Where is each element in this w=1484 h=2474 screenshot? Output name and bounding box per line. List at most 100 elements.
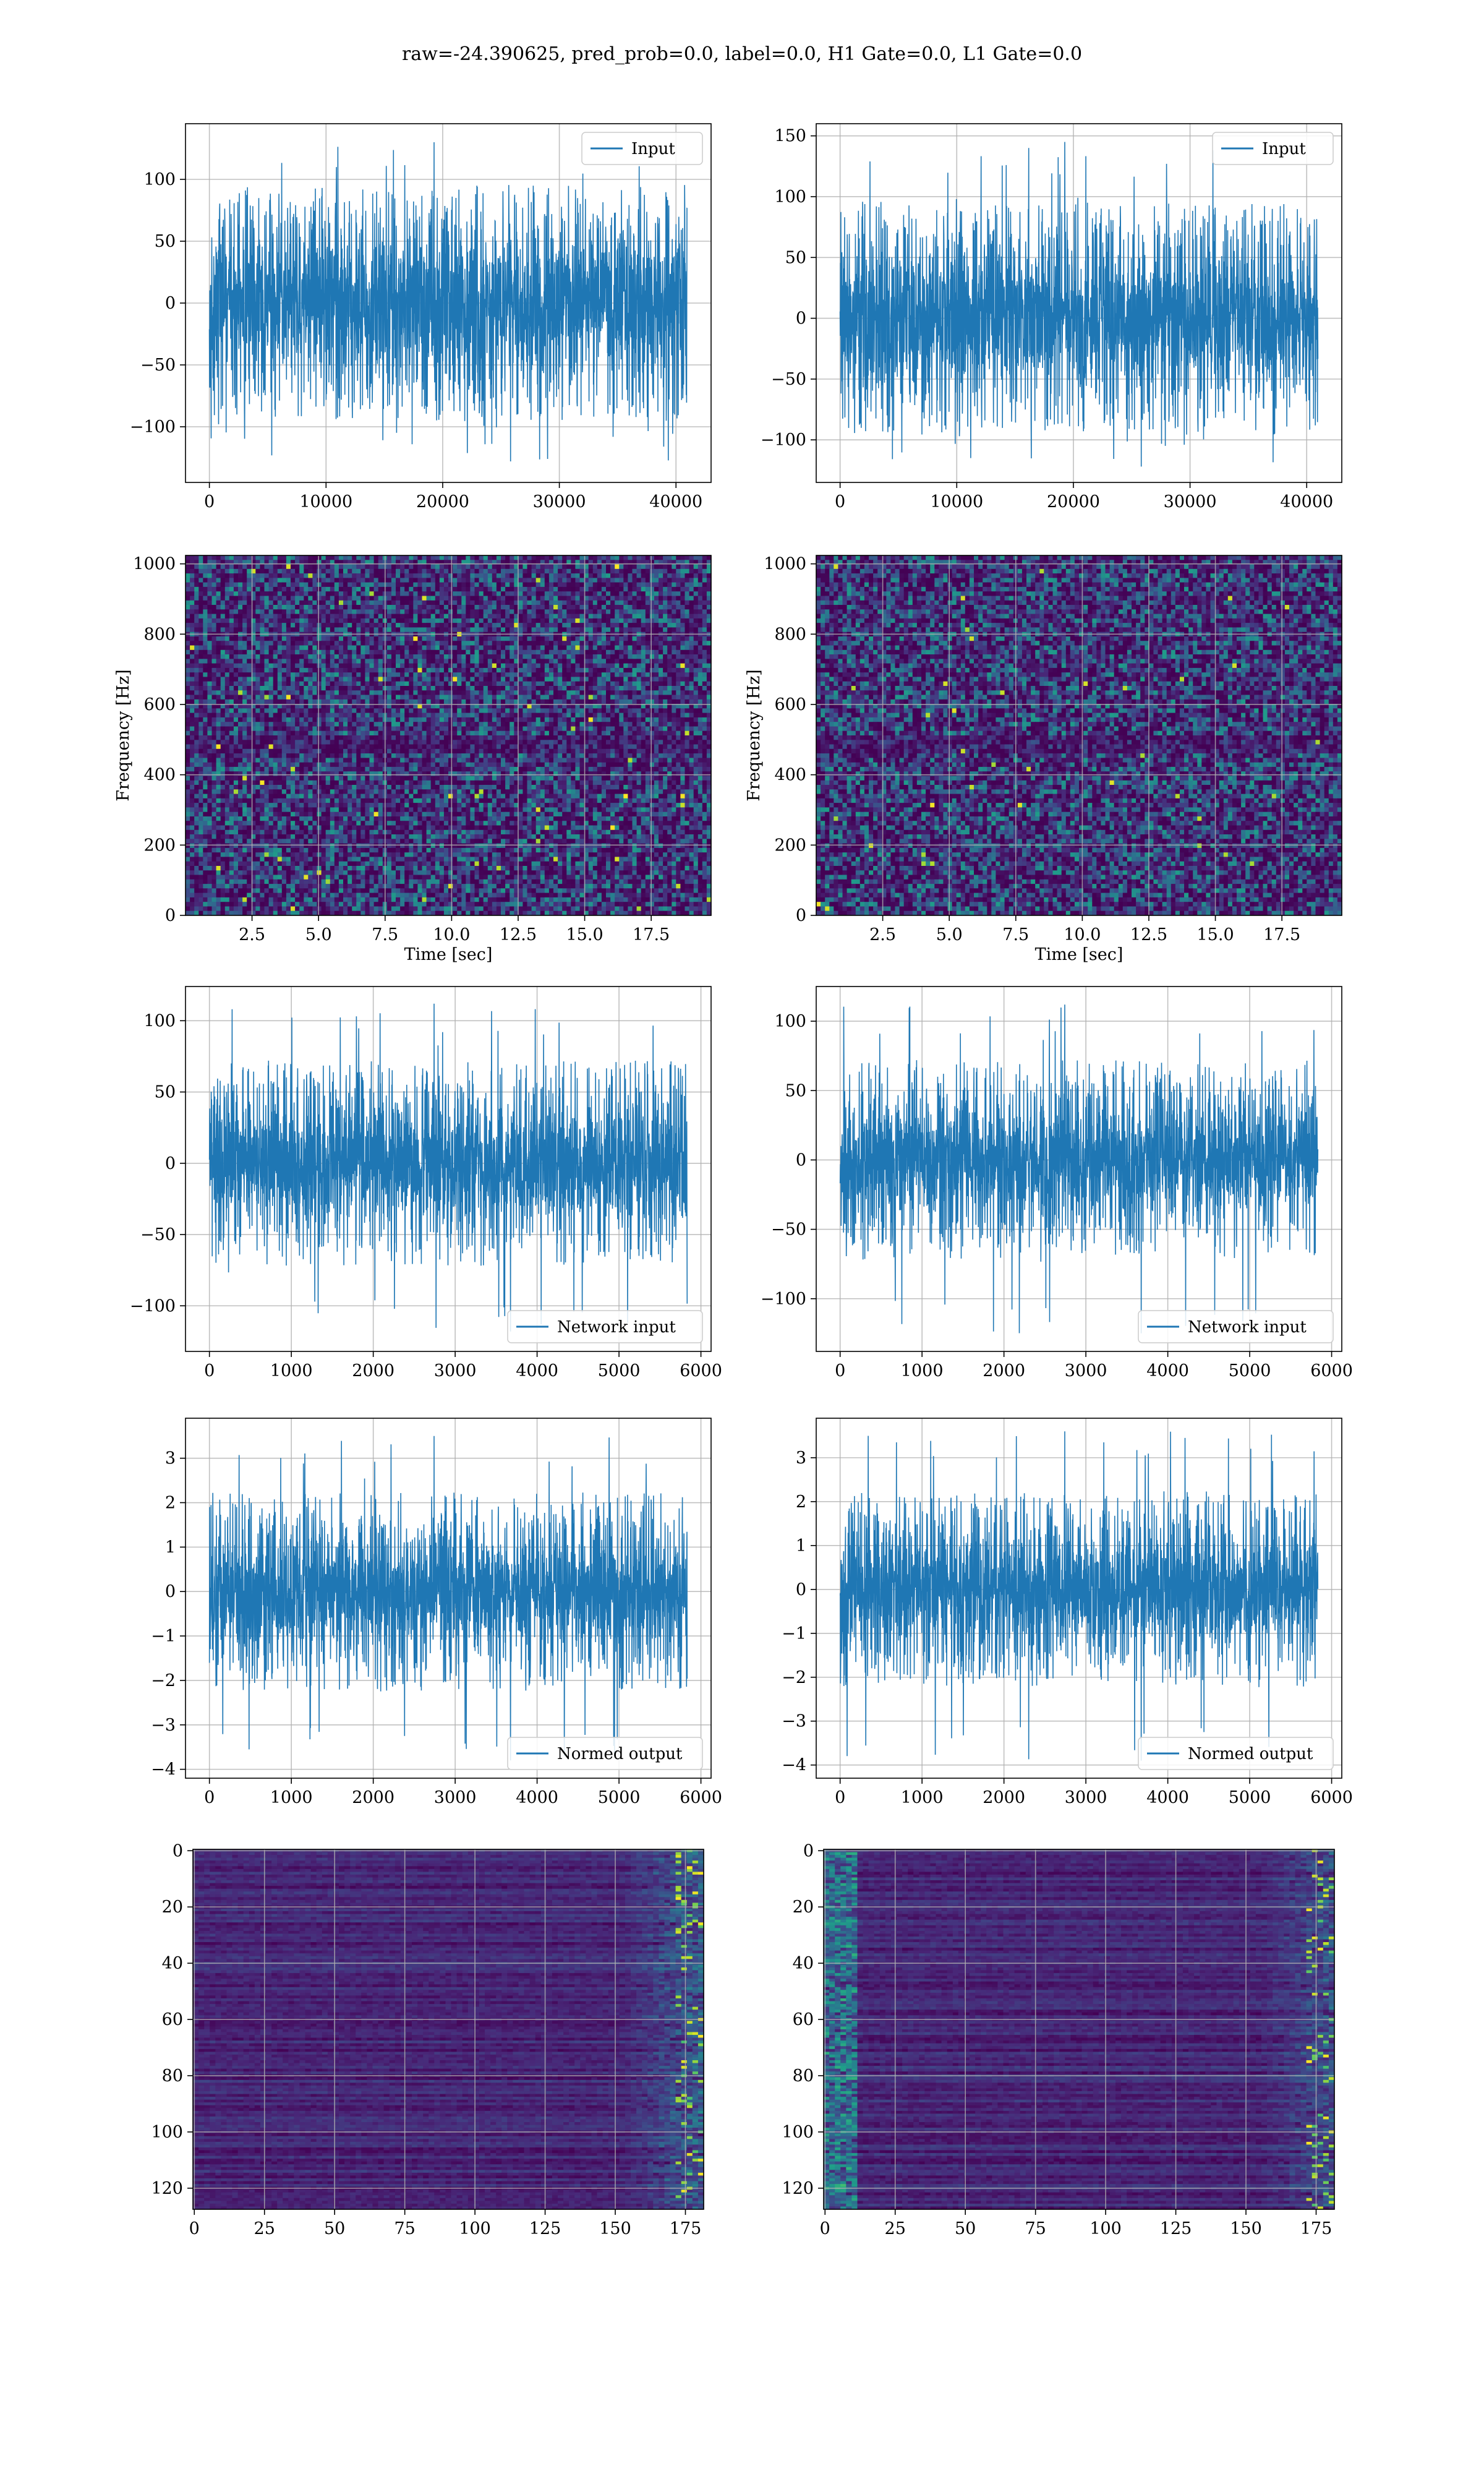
heatmap-cell (190, 654, 195, 659)
heatmap-cell (312, 636, 317, 641)
heatmap-cell (299, 591, 304, 596)
heatmap-cell (650, 682, 655, 687)
heatmap-cell (229, 690, 234, 695)
heatmap-cell (431, 623, 436, 628)
heatmap-cell (265, 601, 270, 606)
heatmap-cell (295, 614, 300, 619)
heatmap-cell (575, 682, 580, 687)
heatmap-cell (663, 677, 668, 682)
heatmap-cell (440, 614, 445, 619)
heatmap-cell (343, 627, 348, 632)
heatmap-cell (698, 569, 703, 574)
heatmap-cell (575, 555, 580, 560)
heatmap-cell (497, 672, 501, 677)
heatmap-cell (453, 601, 458, 606)
heatmap-cell (194, 591, 199, 596)
heatmap-cell (247, 569, 252, 574)
heatmap-cell (610, 672, 615, 677)
heatmap-cell (356, 690, 361, 695)
heatmap-cell (234, 578, 239, 583)
heatmap-cell (260, 650, 265, 655)
heatmap-cell (269, 650, 274, 655)
heatmap-cell (571, 686, 576, 691)
x-tick-label: 30000 (533, 492, 586, 511)
heatmap-cell (694, 623, 699, 628)
heatmap-cell (409, 583, 414, 588)
heatmap-cell (242, 664, 247, 669)
heatmap-cell (225, 659, 230, 664)
heatmap-cell (212, 650, 217, 655)
heatmap-cell (242, 578, 247, 583)
heatmap-cell (549, 686, 554, 691)
heatmap-cell (308, 677, 313, 682)
heatmap-cell (566, 578, 571, 583)
y-tick-label: 100 (774, 187, 806, 207)
heatmap-cell (532, 618, 537, 623)
heatmap-cell (610, 565, 615, 570)
heatmap-cell (374, 555, 379, 560)
heatmap-cell (427, 650, 432, 655)
heatmap-cell (457, 677, 462, 682)
heatmap-cell (505, 636, 510, 641)
heatmap-cell (352, 682, 357, 687)
heatmap-cell (475, 609, 480, 614)
heatmap-cell (453, 672, 458, 677)
heatmap-cell (374, 573, 379, 578)
heatmap-cell (448, 618, 453, 623)
heatmap-cell (527, 605, 532, 610)
heatmap-cell (680, 565, 685, 570)
heatmap-cell (566, 565, 571, 570)
heatmap-cell (440, 682, 445, 687)
heatmap-cell (689, 596, 694, 601)
heatmap-cell (278, 677, 283, 682)
heatmap-cell (203, 578, 208, 583)
heatmap-cell (602, 601, 607, 606)
heatmap-cell (247, 609, 252, 614)
heatmap-cell (694, 650, 699, 655)
heatmap-cell (680, 596, 685, 601)
heatmap-cell (694, 609, 699, 614)
heatmap-cell (273, 641, 278, 646)
heatmap-cell (247, 677, 252, 682)
x-tick-label: 20000 (416, 492, 469, 511)
heatmap-cell (387, 686, 392, 691)
heatmap-cell (536, 659, 541, 664)
heatmap-cell (234, 591, 239, 596)
heatmap-cell (330, 605, 335, 610)
heatmap-cell (291, 618, 296, 623)
heatmap-cell (545, 664, 550, 669)
heatmap-cell (299, 686, 304, 691)
heatmap-cell (343, 591, 348, 596)
heatmap-cell (545, 668, 550, 673)
heatmap-cell (317, 627, 322, 632)
heatmap-cell (606, 659, 611, 664)
heatmap-cell (216, 623, 221, 628)
heatmap-cell (641, 591, 646, 596)
heatmap-cell (479, 664, 484, 669)
heatmap-cell (461, 686, 466, 691)
heatmap-cell (610, 659, 615, 664)
heatmap-cell (571, 573, 576, 578)
heatmap-cell (216, 646, 221, 651)
heatmap-cell (269, 690, 274, 695)
heatmap-cell (466, 583, 471, 588)
heatmap-cell (522, 614, 527, 619)
heatmap-cell (225, 618, 230, 623)
heatmap-cell (702, 583, 707, 588)
heatmap-cell (255, 672, 260, 677)
heatmap-cell (610, 596, 615, 601)
heatmap-cell (646, 654, 650, 659)
heatmap-cell (606, 627, 611, 632)
heatmap-cell (282, 668, 287, 673)
heatmap-cell (370, 623, 375, 628)
heatmap-cell (273, 654, 278, 659)
heatmap-cell (317, 646, 322, 651)
heatmap-cell (312, 664, 317, 669)
heatmap-cell (387, 596, 392, 601)
heatmap-cell (203, 690, 208, 695)
heatmap-cell (370, 659, 375, 664)
heatmap-cell (633, 583, 638, 588)
heatmap-cell (484, 682, 488, 687)
heatmap-cell (553, 641, 558, 646)
heatmap-cell (628, 578, 633, 583)
